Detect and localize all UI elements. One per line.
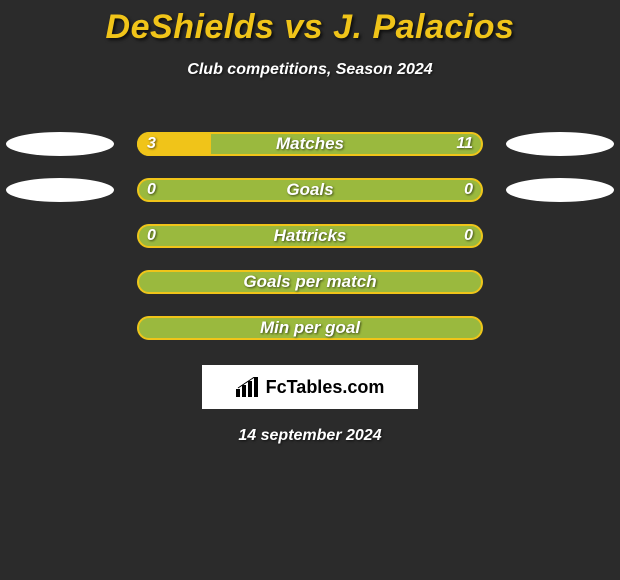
page-title: DeShields vs J. Palacios [0, 0, 620, 47]
stat-bar: 00Goals [137, 178, 483, 202]
stat-bar: 311Matches [137, 132, 483, 156]
player-left-ellipse [6, 132, 114, 156]
stat-right-value: 11 [456, 135, 473, 153]
stat-row: 00Hattricks [0, 213, 620, 259]
stat-left-value: 0 [147, 181, 156, 199]
stat-row: Goals per match [0, 259, 620, 305]
comparison-rows: 311Matches00Goals00HattricksGoals per ma… [0, 121, 620, 351]
stat-left-value: 0 [147, 227, 156, 245]
date-text: 14 september 2024 [0, 427, 620, 445]
stat-right-value: 0 [464, 181, 473, 199]
logo-text: FcTables.com [266, 377, 385, 398]
stat-right-value: 0 [464, 227, 473, 245]
stat-row: Min per goal [0, 305, 620, 351]
stat-left-value: 3 [147, 135, 156, 153]
player-left-ellipse [6, 178, 114, 202]
stat-bar-right-seg [137, 178, 483, 202]
stat-bar: Min per goal [137, 316, 483, 340]
stat-bar: 00Hattricks [137, 224, 483, 248]
chart-icon [236, 377, 262, 397]
subtitle: Club competitions, Season 2024 [0, 61, 620, 79]
stat-bar-right-seg [137, 316, 483, 340]
logo: FcTables.com [236, 377, 385, 398]
stat-row: 00Goals [0, 167, 620, 213]
stat-bar-right-seg [137, 224, 483, 248]
player-right-ellipse [506, 178, 614, 202]
logo-box: FcTables.com [202, 365, 418, 409]
stat-row: 311Matches [0, 121, 620, 167]
stat-bar-right-seg [137, 270, 483, 294]
player-right-ellipse [506, 132, 614, 156]
stat-bar: Goals per match [137, 270, 483, 294]
